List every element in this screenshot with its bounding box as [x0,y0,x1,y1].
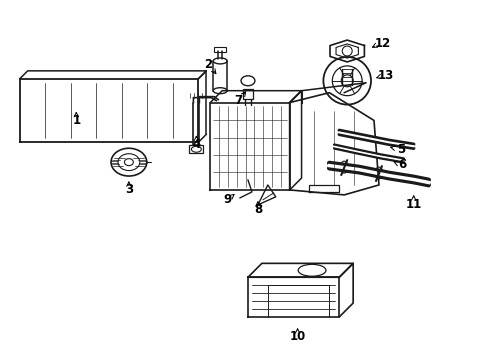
Text: 10: 10 [290,330,306,343]
Text: 13: 13 [378,69,394,82]
Text: 9: 9 [223,193,231,206]
Bar [190,145,203,153]
Text: 4: 4 [192,138,200,151]
Text: 6: 6 [399,158,407,171]
Bar [214,47,226,52]
Text: 12: 12 [375,37,391,50]
Text: 7: 7 [234,94,242,107]
Bar [243,89,253,99]
Text: 1: 1 [72,114,80,127]
Text: 11: 11 [406,198,422,211]
Text: 3: 3 [125,184,133,197]
Text: 8: 8 [254,203,262,216]
Text: 5: 5 [397,143,405,156]
Text: 2: 2 [204,58,212,71]
